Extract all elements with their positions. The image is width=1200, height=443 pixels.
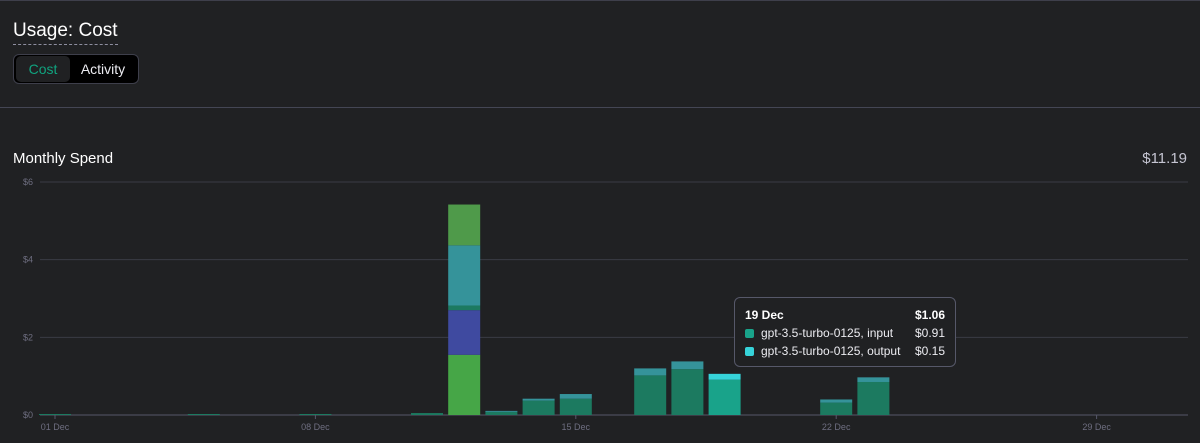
bar-segment-12-dec[interactable] — [448, 204, 481, 246]
bar-segment-19-dec[interactable] — [708, 379, 741, 415]
tooltip-row-input: gpt-3.5-turbo-0125, input $0.91 — [745, 324, 945, 342]
view-toggle: Cost Activity — [13, 54, 139, 84]
tooltip-label-output: gpt-3.5-turbo-0125, output — [761, 344, 901, 358]
chart-total: $11.19 — [1142, 150, 1187, 167]
bar-segment-19-dec[interactable] — [708, 373, 741, 380]
bar-segment-01-dec[interactable] — [39, 414, 71, 415]
legend-swatch-input — [745, 328, 754, 338]
bar-segment-17-dec[interactable] — [634, 375, 667, 415]
bar-segment-13-dec[interactable] — [485, 411, 518, 415]
legend-swatch-output — [745, 346, 754, 356]
tooltip-header: 19 Dec $1.06 — [745, 306, 945, 324]
bar-segment-13-dec[interactable] — [485, 410, 518, 412]
y-tick-label: $0 — [23, 410, 33, 420]
tooltip-date: 19 Dec — [745, 308, 784, 322]
x-tick-label: 15 Dec — [562, 422, 591, 432]
tooltip-value-input: $0.91 — [914, 326, 945, 340]
bar-segment-22-dec[interactable] — [820, 402, 853, 415]
bar-segment-17-dec[interactable] — [634, 368, 667, 376]
bar-segment-08-dec[interactable] — [299, 414, 332, 415]
monthly-spend-chart: $0 $2 $4 $6 01 Dec 08 Dec 15 Dec 22 Dec 29 Dec — [23, 177, 1188, 432]
bar-segment-12-dec[interactable] — [448, 354, 481, 415]
chart-title: Monthly Spend — [13, 150, 114, 167]
y-tick-label: $2 — [23, 332, 33, 342]
tooltip-row-output: gpt-3.5-turbo-0125, output $0.15 — [745, 342, 945, 360]
tab-activity[interactable]: Activity — [80, 61, 126, 77]
bar-segment-14-dec[interactable] — [522, 400, 555, 415]
bar-segment-05-dec[interactable] — [187, 414, 220, 415]
bar-segment-23-dec[interactable] — [857, 381, 890, 415]
bar-segment-23-dec[interactable] — [857, 377, 890, 382]
bar-segment-14-dec[interactable] — [522, 398, 555, 401]
bar-segment-15-dec[interactable] — [559, 398, 592, 415]
bar-segment-11-dec[interactable] — [411, 413, 443, 415]
tooltip-value-output: $0.15 — [914, 344, 945, 358]
tooltip-total: $1.06 — [914, 308, 945, 322]
bar-segment-12-dec[interactable] — [448, 305, 481, 311]
page-title: Usage: Cost — [13, 20, 118, 45]
x-tick-label: 22 Dec — [822, 422, 851, 432]
bar-segment-15-dec[interactable] — [559, 394, 592, 399]
y-tick-label: $4 — [23, 255, 33, 265]
y-tick-label: $6 — [23, 177, 33, 187]
bar-segment-12-dec[interactable] — [448, 310, 481, 355]
tooltip-label-input: gpt-3.5-turbo-0125, input — [761, 326, 894, 340]
x-tick-label: 08 Dec — [301, 422, 330, 432]
bar-segment-18-dec[interactable] — [671, 361, 704, 370]
chart-tooltip: 19 Dec $1.06 gpt-3.5-turbo-0125, input $… — [734, 297, 956, 367]
section-divider — [0, 107, 1200, 108]
bar-segment-22-dec[interactable] — [820, 399, 853, 403]
x-tick-label: 01 Dec — [41, 422, 70, 432]
bar-segment-12-dec[interactable] — [448, 245, 481, 306]
top-border — [0, 0, 1200, 1]
x-tick-label: 29 Dec — [1082, 422, 1111, 432]
tab-cost[interactable]: Cost — [16, 56, 70, 82]
bar-segment-18-dec[interactable] — [671, 369, 704, 415]
